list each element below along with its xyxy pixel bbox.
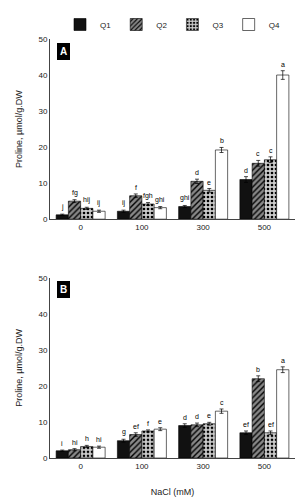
- svg-text:50: 50: [38, 274, 47, 283]
- svg-text:c: c: [220, 399, 224, 406]
- svg-text:d: d: [195, 413, 199, 420]
- svg-text:hi: hi: [96, 436, 102, 443]
- svg-text:NaCl (mM): NaCl (mM): [151, 487, 195, 497]
- svg-text:0: 0: [78, 462, 83, 471]
- svg-text:ghi: ghi: [155, 196, 165, 204]
- svg-text:b: b: [256, 366, 260, 373]
- svg-text:500: 500: [258, 223, 272, 232]
- svg-text:e: e: [158, 418, 162, 425]
- svg-text:ij: ij: [122, 199, 126, 207]
- svg-text:10: 10: [38, 418, 47, 427]
- svg-text:f: f: [135, 184, 137, 191]
- svg-text:0: 0: [43, 454, 48, 463]
- svg-text:0: 0: [43, 215, 48, 224]
- svg-text:h: h: [85, 435, 89, 442]
- svg-text:30: 30: [38, 346, 47, 355]
- svg-text:500: 500: [258, 462, 272, 471]
- svg-text:ij: ij: [97, 199, 101, 207]
- svg-text:Q2: Q2: [156, 21, 167, 30]
- svg-text:ef: ef: [268, 421, 274, 428]
- svg-text:20: 20: [38, 382, 47, 391]
- svg-text:j: j: [61, 203, 64, 211]
- svg-text:a: a: [281, 61, 285, 68]
- svg-text:a: a: [281, 357, 285, 364]
- svg-text:0: 0: [78, 223, 83, 232]
- svg-text:100: 100: [135, 462, 149, 471]
- svg-text:c: c: [269, 147, 273, 154]
- svg-text:Proline, µmol/g.DW: Proline, µmol/g.DW: [14, 329, 24, 407]
- svg-text:d: d: [244, 167, 248, 174]
- svg-text:b: b: [220, 137, 224, 144]
- svg-text:fg: fg: [72, 189, 78, 197]
- svg-text:20: 20: [38, 143, 47, 152]
- svg-text:40: 40: [38, 310, 47, 319]
- svg-text:Proline, µmol/g.DW: Proline, µmol/g.DW: [14, 90, 24, 168]
- svg-text:fgh: fgh: [143, 192, 153, 200]
- svg-text:Q1: Q1: [100, 21, 111, 30]
- svg-text:i: i: [61, 440, 63, 447]
- svg-text:Q4: Q4: [269, 21, 280, 30]
- svg-text:300: 300: [196, 462, 210, 471]
- svg-text:300: 300: [196, 223, 210, 232]
- svg-text:d: d: [183, 414, 187, 421]
- svg-text:ef: ef: [133, 423, 139, 430]
- svg-text:e: e: [207, 412, 211, 419]
- svg-text:d: d: [195, 169, 199, 176]
- svg-text:B: B: [60, 284, 67, 295]
- svg-text:50: 50: [38, 35, 47, 44]
- svg-text:Q3: Q3: [212, 21, 223, 30]
- svg-text:hi: hi: [72, 439, 78, 446]
- svg-text:10: 10: [38, 179, 47, 188]
- svg-text:30: 30: [38, 107, 47, 116]
- svg-text:hij: hij: [83, 196, 90, 204]
- svg-text:c: c: [256, 150, 260, 157]
- svg-text:f: f: [147, 420, 149, 427]
- svg-text:ghi: ghi: [180, 194, 190, 202]
- svg-text:100: 100: [135, 223, 149, 232]
- svg-text:g: g: [122, 428, 126, 436]
- svg-text:A: A: [60, 46, 67, 57]
- svg-text:e: e: [207, 179, 211, 186]
- svg-text:ef: ef: [243, 421, 249, 428]
- svg-text:40: 40: [38, 71, 47, 80]
